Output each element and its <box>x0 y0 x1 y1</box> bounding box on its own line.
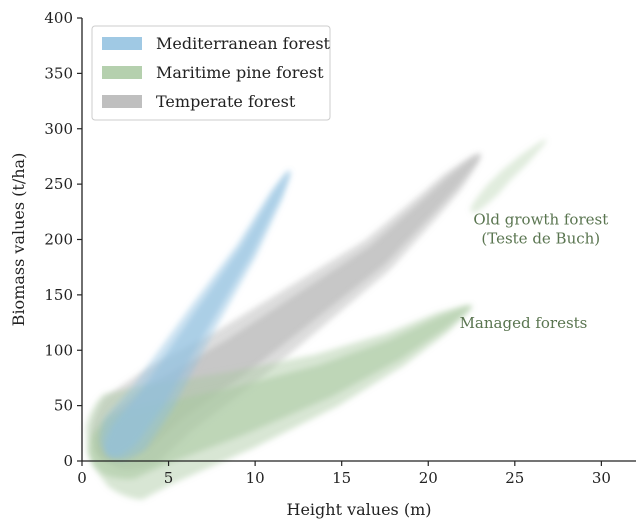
legend-label: Mediterranean forest <box>156 34 331 53</box>
annotation-text: Managed forests <box>460 314 588 332</box>
legend: Mediterranean forest Maritime pine forest… <box>91 25 331 121</box>
y-axis-title: Biomass values (t/ha) <box>9 153 28 327</box>
y-tick-label: 0 <box>63 452 73 470</box>
legend-swatch <box>102 66 142 79</box>
y-tick-label: 400 <box>44 9 73 27</box>
series-mediterranean-forest <box>99 170 291 461</box>
x-tick-label: 0 <box>77 469 87 487</box>
x-tick-label: 5 <box>164 469 174 487</box>
y-tick-label: 150 <box>44 286 73 304</box>
density-band-inner <box>88 305 472 480</box>
density-band-inner <box>104 170 291 457</box>
annotation-text: (Teste de Buch) <box>481 229 600 247</box>
legend-box <box>91 25 331 121</box>
x-tick-label: 20 <box>419 469 438 487</box>
y-tick-label: 50 <box>54 397 73 415</box>
plot-area <box>86 139 547 500</box>
x-tick-label: 30 <box>592 469 611 487</box>
series-layer <box>86 139 547 500</box>
annotation-text: Old growth forest <box>473 210 608 228</box>
x-tick-label: 10 <box>246 469 265 487</box>
y-tick-label: 200 <box>44 231 73 249</box>
y-tick-label: 100 <box>44 341 73 359</box>
x-axis-title: Height values (m) <box>286 500 431 519</box>
y-tick-label: 300 <box>44 120 73 138</box>
legend-swatch <box>102 95 142 108</box>
y-tick-label: 250 <box>44 175 73 193</box>
density-band-secondary <box>470 139 547 213</box>
y-tick-label: 350 <box>44 64 73 82</box>
x-tick-label: 15 <box>332 469 351 487</box>
annotations: Old growth forest(Teste de Buch) Managed … <box>460 210 609 332</box>
legend-label: Temperate forest <box>156 92 296 111</box>
legend-swatch <box>102 37 142 50</box>
series-maritime-pine-forest <box>86 139 547 500</box>
legend-label: Maritime pine forest <box>156 63 324 82</box>
x-tick-label: 25 <box>505 469 524 487</box>
